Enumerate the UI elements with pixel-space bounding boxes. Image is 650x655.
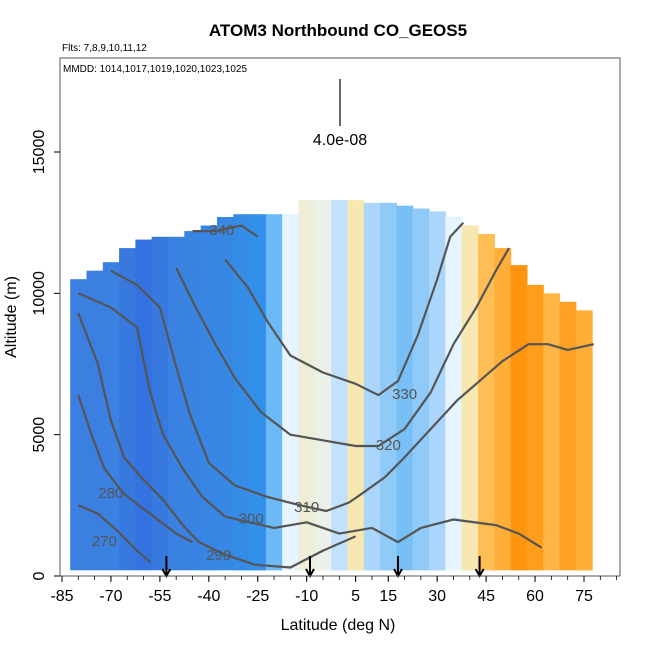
plot-frame <box>59 57 621 577</box>
contour-label: 330 <box>392 386 417 403</box>
x-tick-label: 15 <box>379 588 397 605</box>
heatmap-column <box>347 200 365 571</box>
heatmap-column <box>233 214 251 571</box>
y-tick-label: 15000 <box>31 130 48 175</box>
x-axis-label: Latitude (deg N) <box>281 617 396 634</box>
x-axis: -85 -70 -55 -40 -25 -10 5 15 30 45 60 75 <box>50 576 618 605</box>
contour-label: 280 <box>98 485 123 502</box>
x-tick-label: -55 <box>148 588 171 605</box>
contour-line <box>77 312 357 569</box>
x-tick-label: 75 <box>575 588 593 605</box>
x-tick-label: 30 <box>428 588 446 605</box>
dates-subtitle: MMDD: 1014,1017,1019,1020,1023,1025 <box>63 64 247 75</box>
contour-label: 300 <box>239 510 264 527</box>
heatmap-column <box>200 225 218 571</box>
heatmap-column <box>298 200 316 571</box>
heatmap-column <box>102 262 120 571</box>
heatmap-column <box>575 310 593 571</box>
heatmap-column <box>168 236 185 571</box>
contour-label: 290 <box>206 547 231 564</box>
y-tick-label: 10000 <box>31 271 48 316</box>
contour-line <box>175 247 510 448</box>
scale-bar-label: 4.0e-08 <box>313 132 367 149</box>
contour-line <box>77 394 194 544</box>
flights-subtitle: Flts: 7,8,9,10,11,12 <box>62 43 147 54</box>
contour-line <box>224 221 465 397</box>
contour-line <box>77 504 151 563</box>
heatmap-column <box>249 214 267 571</box>
heatmap-column <box>543 293 561 571</box>
heatmap-column <box>526 284 544 571</box>
heatmap-column <box>265 214 283 571</box>
y-tick-label: 0 <box>31 571 48 580</box>
x-tick-label: -10 <box>295 588 318 605</box>
y-axis-label: Altitude (m) <box>3 276 20 358</box>
heatmap-column <box>429 211 446 571</box>
heatmap-column <box>494 248 512 571</box>
heatmap-column <box>314 200 332 571</box>
heatmap-column <box>119 248 136 571</box>
heatmap-column <box>510 265 528 571</box>
x-tick-label: -85 <box>50 588 73 605</box>
y-axis: 0 5000 10000 15000 <box>31 130 60 580</box>
contour-label: 320 <box>376 437 401 454</box>
heatmap-column <box>331 200 349 571</box>
x-tick-label: 5 <box>351 588 360 605</box>
heatmap-column <box>478 234 495 571</box>
heatmap-column <box>282 214 300 571</box>
heatmap-layer <box>70 200 593 571</box>
contour-line <box>77 292 543 549</box>
heatmap-column <box>135 239 153 571</box>
x-tick-label: -40 <box>197 588 220 605</box>
x-tick-label: -70 <box>99 588 122 605</box>
x-tick-label: 45 <box>477 588 495 605</box>
heatmap-column <box>396 205 414 571</box>
contour-label: 270 <box>92 533 117 550</box>
contour-line <box>192 224 259 238</box>
heatmap-column <box>445 217 463 571</box>
x-tick-label: 60 <box>526 588 544 605</box>
heatmap-column <box>461 225 479 571</box>
contour-label: 340 <box>209 222 234 239</box>
contour-layer: 270 280 290 300 310 320 330 340 <box>77 221 595 569</box>
y-tick-label: 5000 <box>31 417 48 453</box>
heatmap-column <box>86 270 104 571</box>
x-tick-label: -25 <box>246 588 269 605</box>
chart-title: ATOM3 Northbound CO_GEOS5 <box>209 21 467 40</box>
heatmap-column <box>412 208 430 571</box>
contour-line <box>110 269 595 513</box>
heatmap-column <box>363 202 381 571</box>
heatmap-column <box>184 231 202 571</box>
heatmap-column <box>70 279 88 571</box>
contour-label: 310 <box>294 499 319 516</box>
heatmap-column <box>559 301 577 571</box>
